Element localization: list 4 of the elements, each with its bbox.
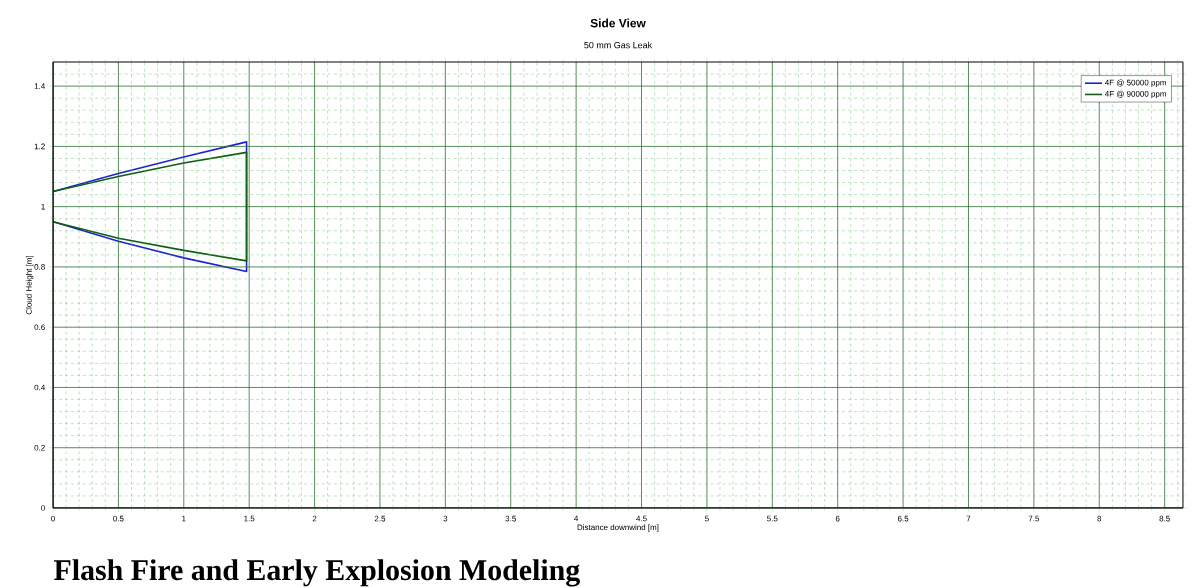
line-series — [53, 151, 248, 262]
text: Flash Fire and Early Explosion Modeling — [54, 559, 580, 587]
chart-subtitle: 50 mm Gas Leak — [584, 41, 653, 49]
chart-title: Side View — [590, 18, 646, 28]
